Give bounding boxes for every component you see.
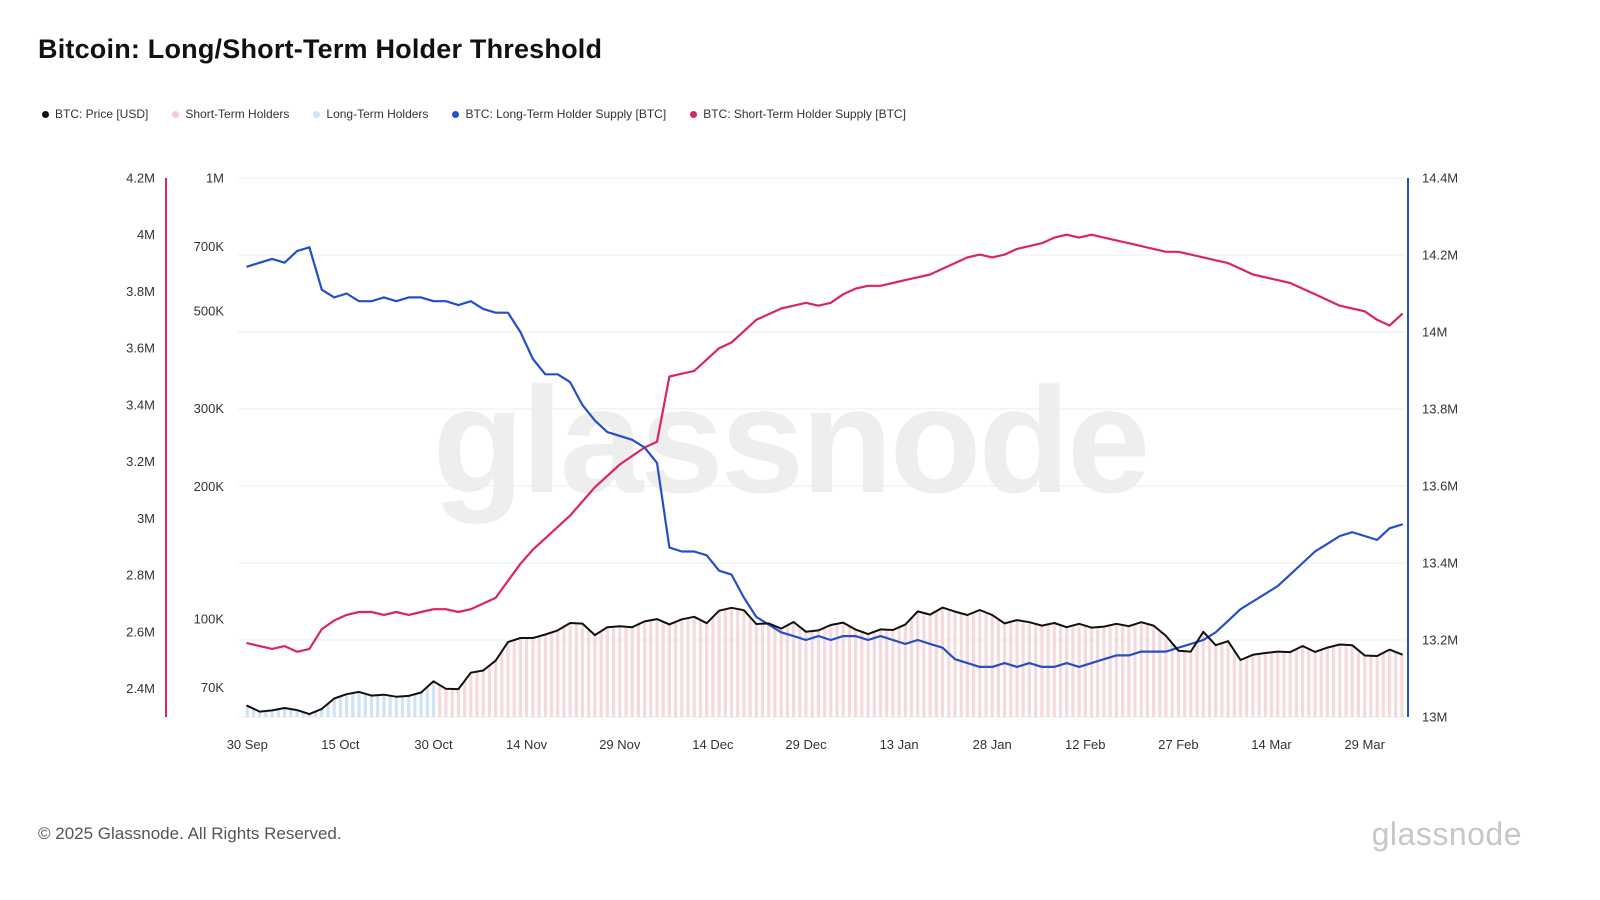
x-axis-tick-label: 13 Jan bbox=[880, 737, 919, 752]
price-axis-tick-label: 1M bbox=[206, 171, 224, 186]
legend-label-long-term-holders: Long-Term Holders bbox=[326, 107, 429, 121]
lth-axis-tick-label: 13.8M bbox=[1422, 402, 1458, 417]
band-short-term-holders bbox=[438, 607, 1404, 717]
legend-label-btc-price: BTC: Price [USD] bbox=[55, 107, 149, 121]
sth-axis-tick-label: 3M bbox=[137, 511, 155, 526]
lth-supply-line bbox=[246, 246, 1403, 668]
sth-supply-line bbox=[246, 233, 1403, 653]
lth-axis-tick-label: 13.2M bbox=[1422, 633, 1458, 648]
chart-legend: BTC: Price [USD] Short-Term Holders Long… bbox=[42, 107, 906, 121]
sth-axis-tick-label: 2.4M bbox=[126, 681, 155, 696]
sth-axis-tick-label: 4M bbox=[137, 227, 155, 242]
price-axis-tick-label: 500K bbox=[194, 303, 225, 318]
copyright-text: © 2025 Glassnode. All Rights Reserved. bbox=[38, 824, 342, 843]
x-axis-tick-label: 14 Nov bbox=[506, 737, 548, 752]
sth-axis-tick-label: 3.8M bbox=[126, 284, 155, 299]
price-axis-tick-label: 700K bbox=[194, 239, 225, 254]
band-long-term-holders bbox=[245, 681, 436, 717]
legend-swatch-btc-price bbox=[42, 110, 49, 118]
axis-labels: 4.2M 4M 3.8M 3.6M 3.4M 3.2M 3M 2.8M 2.6M 2.4M 1M 70… bbox=[126, 171, 1458, 753]
sth-axis-tick-label: 4.2M bbox=[126, 171, 155, 186]
page-title: Bitcoin: Long/Short-Term Holder Threshol… bbox=[38, 34, 603, 64]
legend-label-short-term-holders: Short-Term Holders bbox=[185, 107, 290, 121]
legend-swatch-lth-supply bbox=[452, 110, 460, 118]
glassnode-watermark: glassnode bbox=[433, 356, 1148, 524]
price-axis-tick-label: 70K bbox=[201, 680, 224, 695]
x-axis-tick-label: 29 Dec bbox=[785, 737, 827, 752]
x-axis-tick-label: 27 Feb bbox=[1158, 737, 1198, 752]
legend-swatch-long-term-holders bbox=[313, 110, 321, 118]
legend-label-sth-supply: BTC: Short-Term Holder Supply [BTC] bbox=[703, 107, 906, 121]
glassnode-logo: glassnode bbox=[1371, 815, 1522, 852]
x-axis-tick-label: 14 Mar bbox=[1251, 737, 1292, 752]
x-axis-tick-label: 12 Feb bbox=[1065, 737, 1105, 752]
x-axis-tick-label: 28 Jan bbox=[973, 737, 1012, 752]
legend-label-lth-supply: BTC: Long-Term Holder Supply [BTC] bbox=[465, 107, 667, 121]
sth-axis-tick-label: 3.4M bbox=[126, 397, 155, 412]
x-axis-tick-label: 14 Dec bbox=[692, 737, 734, 752]
sth-axis-tick-label: 2.8M bbox=[126, 568, 155, 583]
legend-item-btc-price[interactable]: BTC: Price [USD] bbox=[42, 107, 148, 121]
legend-swatch-sth-supply bbox=[690, 110, 698, 118]
page-footer: © 2025 Glassnode. All Rights Reserved. g… bbox=[38, 812, 1522, 856]
x-axis-tick-label: 29 Mar bbox=[1344, 737, 1385, 752]
legend-swatch-short-term-holders bbox=[172, 110, 180, 118]
legend-item-sth-supply[interactable]: BTC: Short-Term Holder Supply [BTC] bbox=[690, 107, 906, 121]
sth-axis-tick-label: 2.6M bbox=[126, 624, 155, 639]
legend-item-lth-supply[interactable]: BTC: Long-Term Holder Supply [BTC] bbox=[452, 107, 666, 121]
legend-item-long-term-holders[interactable]: Long-Term Holders bbox=[313, 107, 428, 121]
legend-item-short-term-holders[interactable]: Short-Term Holders bbox=[172, 107, 289, 121]
sth-axis-tick-label: 3.2M bbox=[126, 454, 155, 469]
lth-axis-tick-label: 13.4M bbox=[1422, 556, 1458, 571]
x-axis-tick-label: 30 Oct bbox=[414, 737, 453, 752]
sth-axis-tick-label: 3.6M bbox=[126, 341, 155, 356]
lth-axis-tick-label: 14.4M bbox=[1422, 171, 1458, 186]
x-axis-tick-label: 30 Sep bbox=[227, 737, 268, 752]
x-axis-tick-label: 15 Oct bbox=[321, 737, 360, 752]
holder-period-bars bbox=[245, 607, 1404, 717]
lth-axis-tick-label: 14M bbox=[1422, 325, 1447, 340]
price-axis-tick-label: 300K bbox=[194, 401, 225, 416]
price-axis-tick-label: 200K bbox=[194, 479, 225, 494]
lth-axis-tick-label: 13.6M bbox=[1422, 479, 1458, 494]
x-axis-tick-label: 29 Nov bbox=[599, 737, 641, 752]
price-axis-tick-label: 100K bbox=[194, 612, 225, 627]
lth-axis-tick-label: 14.2M bbox=[1422, 248, 1458, 263]
lth-axis-tick-label: 13M bbox=[1422, 710, 1447, 725]
price-line bbox=[246, 606, 1403, 716]
